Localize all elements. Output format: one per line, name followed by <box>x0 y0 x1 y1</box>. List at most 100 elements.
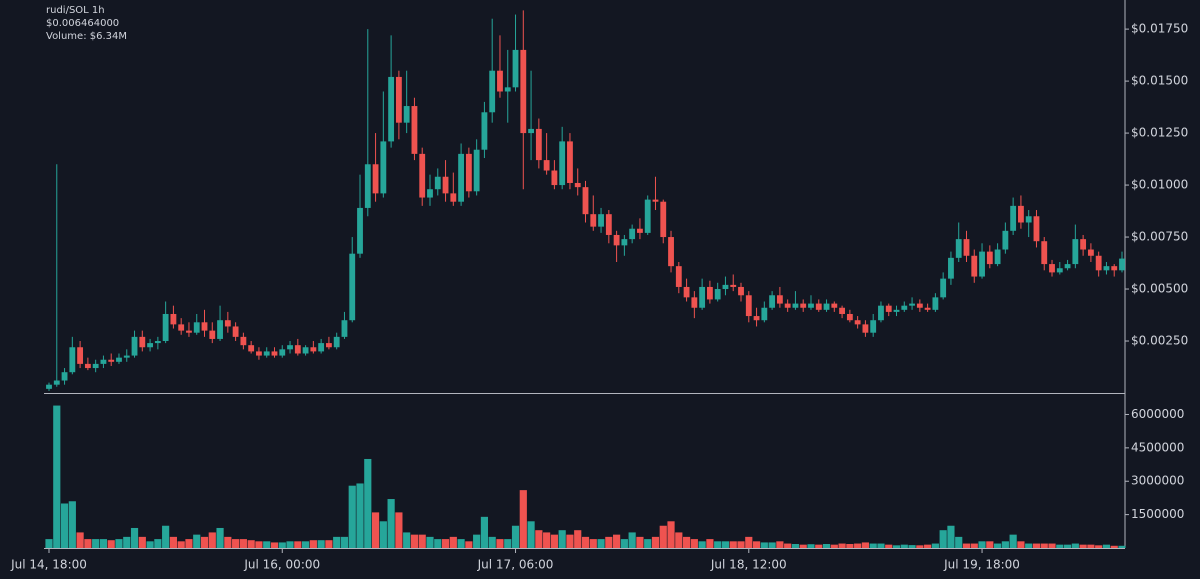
candle-body <box>1080 239 1087 250</box>
candle-body <box>162 313 169 342</box>
volume-bar <box>92 539 100 548</box>
volume-bar <box>1048 543 1056 548</box>
candle-body <box>808 303 814 308</box>
volume-bar <box>908 545 916 548</box>
volume-bar <box>162 525 170 548</box>
volume-bar <box>340 536 349 548</box>
volume-bar <box>659 525 667 548</box>
volume-bar <box>636 536 644 548</box>
candle-body <box>870 320 877 333</box>
candle-body <box>598 214 604 227</box>
volume-bar <box>605 536 613 548</box>
volume-bar <box>379 521 387 548</box>
volume-bar <box>682 536 691 548</box>
volume-bar <box>177 541 185 548</box>
volume-bar <box>294 541 302 548</box>
y2-tick-label: 3000000 <box>1131 474 1184 488</box>
volume-bar <box>729 541 737 548</box>
volume-bar <box>519 490 527 548</box>
candle-body <box>116 357 122 362</box>
candle-body <box>294 345 301 354</box>
candle-body <box>668 237 674 267</box>
candle-body <box>963 239 970 256</box>
volume-bar <box>931 543 939 548</box>
candle-body <box>916 303 923 308</box>
volume-bar <box>752 541 761 548</box>
candle-body <box>800 303 807 308</box>
volume-bar <box>193 534 201 548</box>
candle-body <box>403 106 410 123</box>
volume-bar <box>1017 541 1025 548</box>
candle-body <box>279 349 286 356</box>
volume-bar <box>613 534 621 548</box>
volume-bar <box>441 539 450 548</box>
candle-body <box>823 303 830 310</box>
volume-bar <box>473 534 481 548</box>
candle-body <box>831 303 838 308</box>
candle-body <box>846 313 853 321</box>
candle-body <box>761 307 768 321</box>
volume-bar <box>1095 545 1103 548</box>
candle-body <box>69 347 76 373</box>
candle-body <box>240 336 247 346</box>
candle-body <box>77 347 84 364</box>
volume-bar <box>815 544 823 548</box>
volume-bar <box>737 541 745 548</box>
candle-body <box>706 286 713 300</box>
candle-body <box>714 289 721 300</box>
y2-tick-label: 1500000 <box>1131 507 1184 521</box>
y-tick-label: $0.01000 <box>1131 178 1188 192</box>
volume-bar <box>348 485 356 548</box>
volume-bar <box>138 536 146 548</box>
candle-body <box>979 251 985 277</box>
volume-bar <box>1071 543 1079 548</box>
x-tick-label: Jul 18, 12:00 <box>710 558 787 572</box>
candle-body <box>901 305 908 310</box>
candle-body <box>287 345 293 350</box>
volume-bar <box>239 539 247 548</box>
candle-body <box>924 307 931 310</box>
candle-body <box>948 257 954 279</box>
candle-body <box>722 284 729 290</box>
volume-bar <box>208 532 216 548</box>
volume-bar <box>1001 541 1009 548</box>
volume-bar <box>325 540 333 548</box>
volume-bar <box>130 527 139 548</box>
volume-bar <box>270 542 279 548</box>
x-tick-label: Jul 17, 06:00 <box>477 558 554 572</box>
volume-bar <box>45 539 53 548</box>
volume-bar <box>768 542 776 548</box>
volume-bar <box>115 539 123 548</box>
volume-bar <box>1087 544 1095 548</box>
candle-body <box>1025 216 1032 223</box>
candle-body <box>442 176 449 194</box>
candle-body <box>178 324 185 331</box>
volume-bar <box>1079 544 1087 548</box>
candle-body <box>815 303 822 310</box>
candle-body <box>209 330 216 339</box>
candle-body <box>683 286 690 298</box>
candle-body <box>450 193 457 202</box>
candle-body <box>1049 264 1055 273</box>
volume-bar <box>986 541 994 548</box>
candle-body <box>325 343 332 348</box>
candle-body <box>217 320 223 339</box>
volume-bar <box>970 543 978 548</box>
candle-body <box>854 320 861 325</box>
volume-bar <box>1118 545 1126 548</box>
volume-bar <box>1009 534 1017 548</box>
volume-bar <box>861 542 870 548</box>
candle-body <box>582 187 589 215</box>
volume-bar <box>651 536 660 548</box>
volume-bar <box>550 534 558 548</box>
candle-body <box>986 251 993 265</box>
candle-body <box>46 384 52 389</box>
volume-bar <box>784 543 792 548</box>
candle-body <box>621 239 628 246</box>
candle-body <box>559 141 566 186</box>
volume-bar <box>690 539 698 548</box>
chart-title: rudi/SOL 1h <box>46 5 105 16</box>
volume-bar <box>854 543 862 548</box>
volume-bar <box>1110 545 1118 548</box>
volume-bar <box>185 539 193 548</box>
